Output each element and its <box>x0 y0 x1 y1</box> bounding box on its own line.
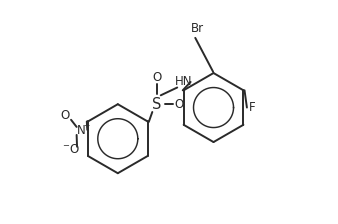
Text: F: F <box>249 101 256 114</box>
Text: O: O <box>152 71 161 84</box>
Text: O: O <box>61 109 70 122</box>
Text: +: + <box>83 121 89 130</box>
Text: O: O <box>174 98 184 111</box>
Text: Br: Br <box>191 22 204 35</box>
Text: N: N <box>77 124 86 137</box>
Text: S: S <box>152 97 162 112</box>
Text: $\mathregular{^{-}}$O: $\mathregular{^{-}}$O <box>62 143 80 156</box>
Text: HN: HN <box>175 75 192 88</box>
